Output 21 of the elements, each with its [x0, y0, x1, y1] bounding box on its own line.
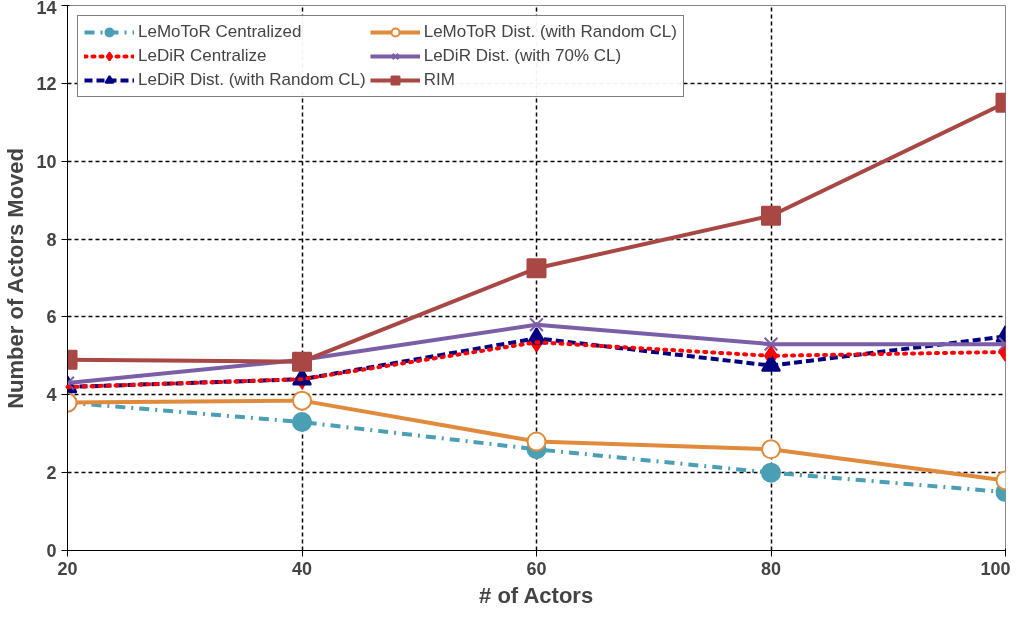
x-tick-label: 20 — [57, 558, 78, 579]
y-tick-label: 14 — [36, 0, 57, 18]
legend-label: LeDiR Dist. (with Random CL) — [138, 70, 366, 90]
y-tick-label: 8 — [46, 229, 57, 250]
y-tick-label: 10 — [36, 151, 57, 172]
legend-label: LeMoToR Dist. (with Random CL) — [423, 22, 677, 42]
x-tick-label: 60 — [526, 558, 547, 579]
y-axis-title: Number of Actors Moved — [3, 148, 29, 409]
y-tick-label: 2 — [46, 463, 57, 484]
legend-label: LeDiR Centralize — [138, 46, 267, 66]
y-tick-label: 6 — [46, 307, 57, 328]
x-axis-title: # of Actors — [479, 582, 594, 608]
x-tick-label: 40 — [291, 558, 313, 579]
y-tick-label: 4 — [46, 385, 57, 406]
legend-label: RIM — [423, 70, 455, 90]
x-tick-label: 100 — [980, 558, 1011, 579]
y-tick-label: 12 — [36, 73, 57, 94]
y-tick-label: 0 — [46, 541, 57, 561]
legend-label: LeDiR Dist. (with 70% CL) — [423, 46, 622, 66]
legend-label: LeMoToR Centralized — [138, 22, 302, 42]
x-tick-label: 80 — [760, 558, 782, 579]
